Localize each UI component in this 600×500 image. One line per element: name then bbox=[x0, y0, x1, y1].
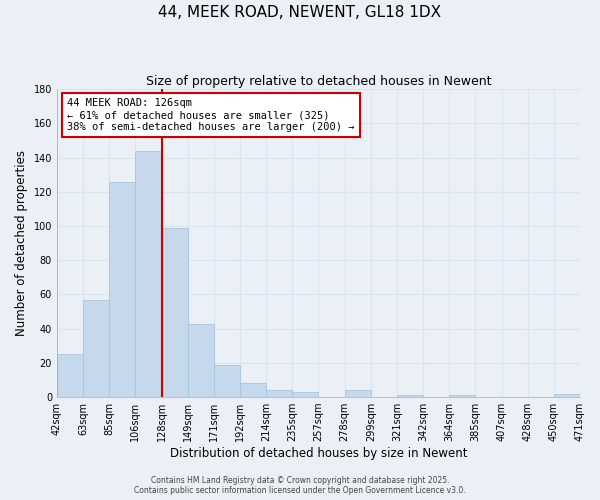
Title: Size of property relative to detached houses in Newent: Size of property relative to detached ho… bbox=[146, 75, 491, 88]
Bar bbox=[188, 324, 214, 397]
Bar bbox=[57, 354, 83, 397]
X-axis label: Distribution of detached houses by size in Newent: Distribution of detached houses by size … bbox=[170, 447, 467, 460]
Bar bbox=[292, 392, 319, 397]
Bar bbox=[554, 394, 580, 397]
Bar bbox=[214, 364, 240, 397]
Bar bbox=[136, 151, 161, 397]
Bar bbox=[83, 300, 109, 397]
Text: 44 MEEK ROAD: 126sqm
← 61% of detached houses are smaller (325)
38% of semi-deta: 44 MEEK ROAD: 126sqm ← 61% of detached h… bbox=[67, 98, 355, 132]
Bar bbox=[449, 396, 475, 397]
Text: Contains HM Land Registry data © Crown copyright and database right 2025.
Contai: Contains HM Land Registry data © Crown c… bbox=[134, 476, 466, 495]
Bar bbox=[397, 396, 423, 397]
Bar bbox=[109, 182, 136, 397]
Text: 44, MEEK ROAD, NEWENT, GL18 1DX: 44, MEEK ROAD, NEWENT, GL18 1DX bbox=[158, 5, 442, 20]
Bar bbox=[344, 390, 371, 397]
Bar bbox=[161, 228, 188, 397]
Bar bbox=[240, 384, 266, 397]
Y-axis label: Number of detached properties: Number of detached properties bbox=[15, 150, 28, 336]
Bar bbox=[266, 390, 292, 397]
